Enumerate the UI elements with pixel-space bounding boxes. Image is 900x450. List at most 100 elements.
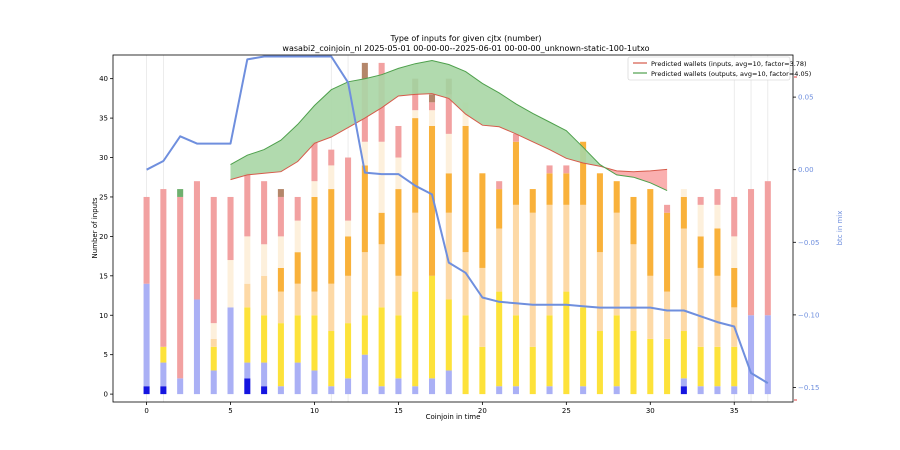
bar-segment-8-blue_light <box>277 386 284 395</box>
y-right-tick-label-3: 0.00 <box>798 166 814 174</box>
x-tick-label-25: 25 <box>562 407 571 415</box>
y-tick-label-20: 20 <box>99 233 108 241</box>
bar-segment-11-peach <box>328 283 335 332</box>
bar-segment-35-blue_light <box>731 386 738 395</box>
bar-segment-9-cream <box>294 220 301 253</box>
bar-segment-17-cream <box>428 110 436 126</box>
bar-segment-18-yellow <box>445 299 452 371</box>
bar-segment-7-pink <box>261 181 268 245</box>
bar-segment-20-peach <box>479 267 486 347</box>
bar-segment-21-pink <box>496 181 503 190</box>
plot-frame <box>112 54 794 403</box>
bar-segment-15-orange <box>395 189 402 276</box>
bar-segment-20-orange <box>479 173 486 268</box>
bar-segment-23-peach <box>529 212 536 347</box>
bar-segment-4-blue_light <box>210 370 217 395</box>
bar-segment-32-orange <box>680 196 687 229</box>
bar-segment-34-peach <box>714 275 721 347</box>
prediction-bands <box>230 59 668 192</box>
bar-segment-13-peach <box>361 252 368 316</box>
y-tick-label-40: 40 <box>99 75 108 83</box>
y-tick-label-25: 25 <box>99 193 108 201</box>
x-tick-label-20: 20 <box>478 407 487 415</box>
y-tick-label-15: 15 <box>99 272 108 280</box>
bar-segment-22-orange <box>512 141 519 205</box>
bar-segment-5-cream <box>227 260 234 308</box>
bar-segment-23-yellow <box>529 346 536 395</box>
bar-segment-10-peach <box>311 291 318 316</box>
bar-segment-2-pink <box>177 196 184 379</box>
bar-segment-33-orange <box>697 236 704 268</box>
bar-segment-0-blue_dark <box>143 386 150 395</box>
y-tick-label-10: 10 <box>99 312 108 320</box>
bar-segment-6-blue_dark <box>244 378 251 395</box>
legend: Predicted wallets (inputs, avg=10, facto… <box>627 56 811 81</box>
bar-segment-16-yellow <box>412 291 419 387</box>
bar-segment-8-brown_bar <box>277 189 284 197</box>
bar-segment-5-blue_light <box>227 307 234 395</box>
bar-segment-26-yellow <box>580 307 587 387</box>
bar-segment-22-yellow <box>512 315 519 387</box>
bar-segment-34-blue_light <box>714 386 721 395</box>
bar-segment-16-cream <box>412 110 419 119</box>
bar-segment-12-cream <box>345 220 352 237</box>
legend-label-outputs: Predicted wallets (outputs, avg=10, fact… <box>651 70 811 78</box>
bar-segment-4-yellow <box>210 346 217 371</box>
chart-subtitle: wasabi2_coinjoin_nl 2025-05-01 00-00-00-… <box>282 44 649 53</box>
bar-segment-24-orange <box>546 173 553 205</box>
bar-segment-0-pink <box>143 196 150 284</box>
bar-segment-12-peach <box>345 275 352 324</box>
bars <box>143 62 771 395</box>
bar-segment-24-yellow <box>546 315 553 387</box>
x-tick-label-35: 35 <box>730 407 739 415</box>
bar-segment-18-blue_light <box>445 370 452 395</box>
bar-segment-8-cream <box>277 236 284 268</box>
bar-segment-31-peach <box>664 291 671 339</box>
bar-segment-13-blue_light <box>361 354 368 395</box>
x-axis-label: Coinjoin in time <box>426 413 481 421</box>
bar-segment-11-orange <box>328 189 335 284</box>
bar-segment-14-peach <box>378 244 385 308</box>
bar-segment-18-cream <box>445 133 452 174</box>
bar-segment-24-peach <box>546 204 553 316</box>
x-tick-label-0: 0 <box>144 407 148 415</box>
bar-segment-2-blue_light <box>177 378 184 395</box>
bar-segment-9-pink <box>294 196 301 221</box>
band-inputs-above <box>604 167 668 191</box>
bar-segment-5-pink <box>227 196 234 261</box>
bar-segment-33-pink <box>697 196 704 205</box>
bar-segment-30-yellow <box>647 338 654 395</box>
y-tick-label-35: 35 <box>99 115 108 123</box>
bar-segment-7-yellow <box>261 315 268 363</box>
bar-segment-36-pink <box>748 189 755 316</box>
bar-segment-32-blue_light <box>680 378 687 387</box>
bar-segment-16-blue_light <box>412 386 419 395</box>
bar-segment-7-peach <box>261 275 268 316</box>
bar-segment-9-yellow <box>294 315 301 363</box>
bar-segment-17-orange <box>428 125 436 276</box>
y-tick-label-30: 30 <box>99 154 108 162</box>
x-tick-label-5: 5 <box>228 407 232 415</box>
bar-segment-11-yellow <box>328 331 335 387</box>
series-line-outputs <box>230 59 668 192</box>
bar-segment-8-pink <box>277 196 284 237</box>
bar-segment-34-cream <box>714 204 721 229</box>
bar-segment-24-pink <box>546 165 553 174</box>
bar-segment-22-peach <box>512 204 519 316</box>
chart-title: Type of inputs for given cjtx (number) <box>389 34 541 43</box>
bar-segment-6-cream <box>244 236 251 284</box>
bar-segment-30-orange <box>647 189 654 276</box>
bar-segment-13-yellow <box>361 315 368 355</box>
bar-segment-11-blue_light <box>328 386 335 395</box>
bar-segment-13-brown_bar <box>361 62 368 79</box>
bar-segment-37-blue_light <box>764 315 771 395</box>
bar-segment-31-pink <box>664 204 671 213</box>
bar-segment-12-yellow <box>345 323 352 379</box>
bar-segment-28-yellow <box>613 315 620 387</box>
bar-segment-14-orange <box>378 212 385 245</box>
bar-segment-19-orange <box>462 125 469 253</box>
bar-segment-24-blue_light <box>546 386 553 395</box>
x-axis: 0 5 10 15 20 25 30 35 <box>144 402 739 415</box>
bar-segment-17-yellow <box>428 275 436 379</box>
x-tick-label-30: 30 <box>646 407 655 415</box>
